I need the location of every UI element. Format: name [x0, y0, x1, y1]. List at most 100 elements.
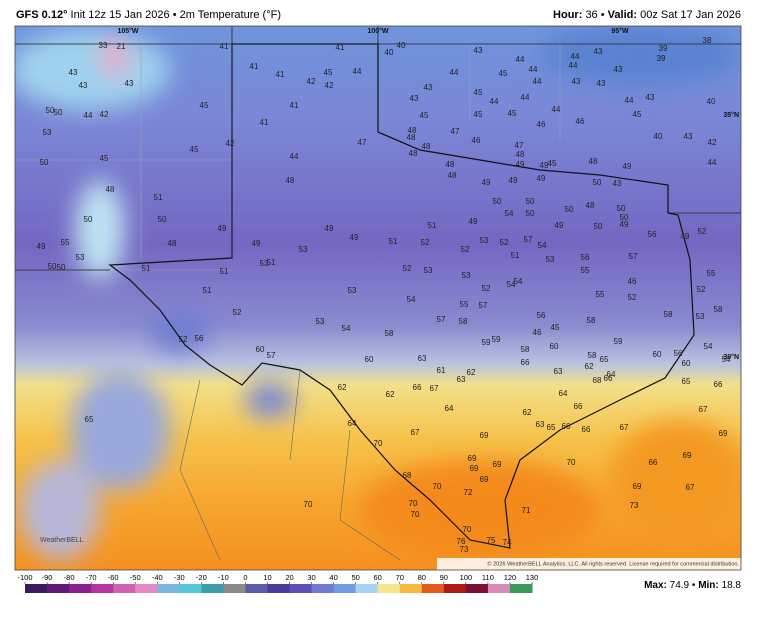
- station-value: 48: [589, 157, 598, 166]
- station-value: 49: [37, 242, 46, 251]
- copyright-box: [437, 558, 741, 570]
- colorbar-segment: [179, 584, 202, 593]
- colorbar-segment: [311, 584, 335, 593]
- station-value: 44: [708, 158, 717, 167]
- station-value: 54: [704, 342, 713, 351]
- station-value: 53: [696, 312, 705, 321]
- station-value: 40: [707, 97, 716, 106]
- station-value: 58: [385, 329, 394, 338]
- grid-label: 100°W: [367, 27, 388, 35]
- station-value: 44: [490, 97, 499, 106]
- colorbar-segment: [465, 584, 489, 593]
- station-value: 43: [410, 94, 419, 103]
- station-value: 50: [84, 215, 93, 224]
- station-value: 46: [472, 136, 481, 145]
- station-value: 64: [559, 389, 568, 398]
- station-value: 48: [106, 185, 115, 194]
- station-value: 44: [353, 67, 362, 76]
- colorbar-segment: [399, 584, 423, 593]
- colorbar-segment: [443, 584, 467, 593]
- station-value: 49: [350, 233, 359, 242]
- station-value: 51: [267, 258, 276, 267]
- station-value: 52: [233, 308, 242, 317]
- station-value: 43: [597, 79, 606, 88]
- station-value: 44: [569, 61, 578, 70]
- station-value: 63: [536, 420, 545, 429]
- colorbar-tick-label: 60: [374, 573, 382, 582]
- station-value: 43: [424, 83, 433, 92]
- station-value: 67: [699, 405, 708, 414]
- station-value: 41: [250, 62, 259, 71]
- station-value: 48: [409, 149, 418, 158]
- station-value: 53: [480, 236, 489, 245]
- station-value: 50: [158, 215, 167, 224]
- map-frame: [14, 25, 742, 571]
- colorbar-tick-label: -40: [152, 573, 163, 582]
- station-value: 50: [617, 204, 626, 213]
- station-value: 40: [654, 132, 663, 141]
- station-value: 61: [437, 366, 446, 375]
- station-value: 51: [389, 237, 398, 246]
- station-value: 63: [554, 367, 563, 376]
- station-value: 64: [445, 404, 454, 413]
- station-value: 54: [722, 355, 731, 364]
- station-value: 58: [459, 317, 468, 326]
- colorbar-segment: [25, 584, 48, 593]
- colorbar-segment: [355, 584, 379, 593]
- station-value: 41: [260, 118, 269, 127]
- station-value: 45: [100, 154, 109, 163]
- station-value: 57: [267, 351, 276, 360]
- station-value: 64: [607, 370, 616, 379]
- station-value: 50: [46, 106, 55, 115]
- station-value: 59: [614, 337, 623, 346]
- station-value: 70: [463, 525, 472, 534]
- header-left: GFS 0.12° Init 12z 15 Jan 2026 • 2m Temp…: [16, 9, 281, 21]
- station-value: 50: [594, 222, 603, 231]
- station-value: 53: [424, 266, 433, 275]
- station-value: 49: [482, 178, 491, 187]
- max-min: Max: 74.9 • Min: 18.8: [644, 580, 741, 591]
- station-value: 50: [57, 263, 66, 272]
- station-value: 63: [457, 375, 466, 384]
- station-value: 43: [614, 65, 623, 74]
- station-value: 43: [613, 179, 622, 188]
- station-value: 58: [664, 310, 673, 319]
- station-value: 63: [418, 354, 427, 363]
- station-value: 57: [479, 301, 488, 310]
- colorbar-tick-label: 50: [351, 573, 359, 582]
- station-value: 38: [703, 36, 712, 45]
- station-value: 56: [648, 230, 657, 239]
- station-value: 60: [682, 359, 691, 368]
- station-value: 52: [698, 227, 707, 236]
- station-value: 44: [533, 77, 542, 86]
- station-value: 59: [492, 335, 501, 344]
- station-value: 62: [585, 362, 594, 371]
- station-value: 21: [117, 42, 126, 51]
- colorbar-segment: [487, 584, 511, 593]
- station-value: 45: [633, 110, 642, 119]
- station-value: 42: [100, 110, 109, 119]
- station-value: 44: [450, 68, 459, 77]
- station-value: 66: [574, 402, 583, 411]
- station-value: 60: [256, 345, 265, 354]
- station-value: 49: [620, 220, 629, 229]
- station-value: 70: [411, 510, 420, 519]
- station-value: 48: [422, 142, 431, 151]
- field-shading: [15, 26, 741, 560]
- station-value: 44: [529, 65, 538, 74]
- station-value: 43: [572, 77, 581, 86]
- header-right: Hour: 36 • Valid: 00z Sat 17 Jan 2026: [553, 9, 741, 21]
- station-value: 69: [480, 431, 489, 440]
- colorbar-tick-label: -80: [64, 573, 75, 582]
- station-value: 52: [628, 293, 637, 302]
- station-value: 57: [437, 315, 446, 324]
- colorbar-tick-label: -70: [86, 573, 97, 582]
- station-value: 41: [276, 70, 285, 79]
- station-value: 50: [565, 205, 574, 214]
- station-value: 33: [99, 41, 108, 50]
- colorbar-segment: [245, 584, 268, 593]
- station-value: 69: [480, 475, 489, 484]
- station-value: 68: [593, 376, 602, 385]
- station-value: 70: [409, 499, 418, 508]
